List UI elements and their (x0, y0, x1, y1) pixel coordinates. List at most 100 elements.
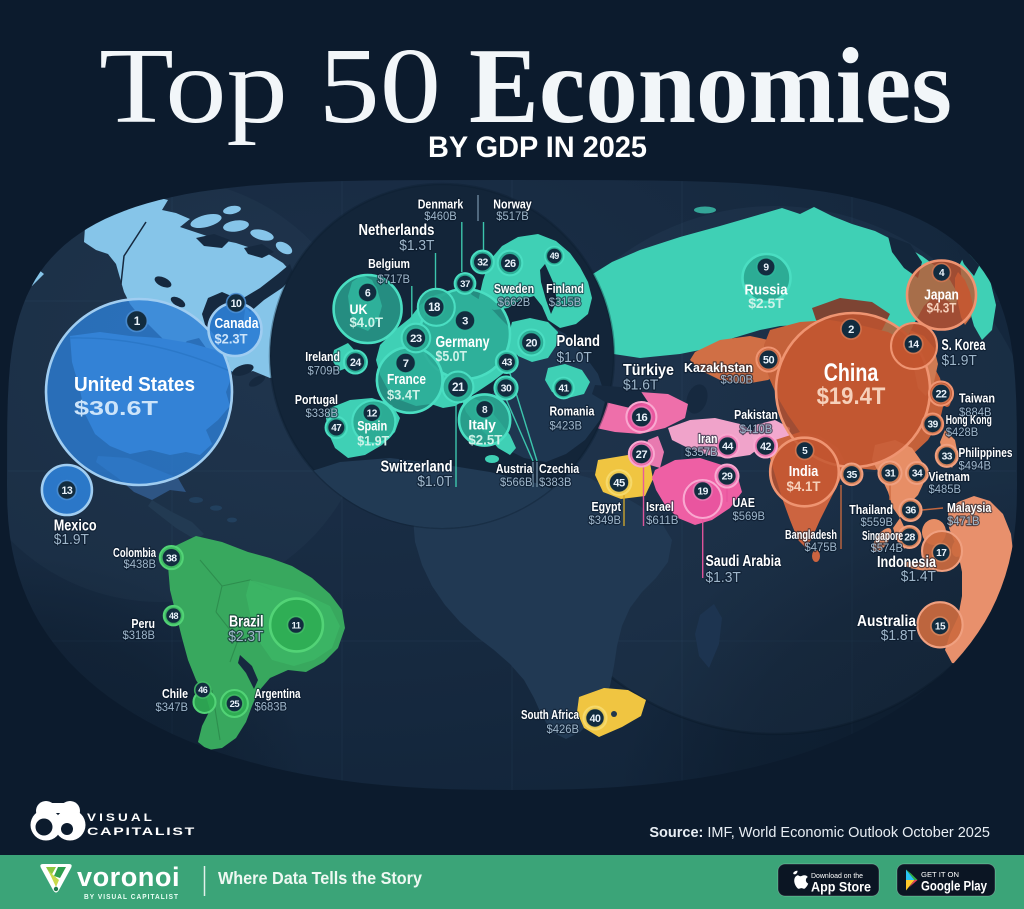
svg-text:Romania: Romania (550, 405, 596, 419)
svg-text:Hong Kong: Hong Kong (946, 413, 992, 427)
svg-text:30: 30 (501, 383, 512, 395)
svg-text:$1.4T: $1.4T (901, 568, 936, 585)
svg-text:41: 41 (558, 384, 569, 395)
svg-text:23: 23 (410, 333, 422, 345)
svg-text:$1.6T: $1.6T (623, 377, 658, 394)
svg-text:$438B: $438B (124, 557, 157, 571)
svg-text:VISUAL: VISUAL (87, 812, 155, 824)
svg-text:Austria: Austria (496, 462, 533, 476)
svg-text:Australia: Australia (857, 613, 916, 630)
svg-text:$383B: $383B (539, 475, 572, 489)
svg-text:App Store: App Store (811, 879, 871, 895)
svg-text:15: 15 (935, 622, 946, 633)
svg-text:Spain: Spain (357, 418, 387, 434)
svg-text:Russia: Russia (745, 282, 789, 299)
svg-text:34: 34 (912, 469, 923, 480)
svg-text:3: 3 (462, 315, 468, 327)
svg-text:$709B: $709B (308, 364, 341, 378)
svg-text:Indonesia: Indonesia (877, 554, 936, 571)
svg-text:Portugal: Portugal (295, 393, 338, 407)
svg-text:$517B: $517B (496, 209, 529, 223)
svg-text:$318B: $318B (123, 628, 156, 642)
svg-text:India: India (789, 463, 819, 480)
svg-text:27: 27 (636, 449, 648, 461)
svg-text:25: 25 (230, 699, 241, 710)
svg-text:49: 49 (550, 251, 560, 261)
svg-text:26: 26 (504, 258, 516, 270)
svg-text:47: 47 (331, 423, 342, 434)
svg-text:Saudi Arabia: Saudi Arabia (706, 553, 782, 570)
svg-text:Colombia: Colombia (113, 546, 157, 560)
svg-text:Vietnam: Vietnam (929, 470, 970, 484)
svg-text:36: 36 (905, 506, 916, 517)
svg-text:10: 10 (231, 298, 242, 310)
svg-text:Philippines: Philippines (959, 446, 1013, 460)
svg-text:United States: United States (74, 373, 195, 396)
svg-text:14: 14 (908, 339, 919, 351)
svg-text:Thailand: Thailand (849, 503, 893, 517)
svg-text:BY GDP IN 2025: BY GDP IN 2025 (428, 131, 647, 164)
svg-text:$569B: $569B (733, 509, 766, 523)
svg-text:29: 29 (722, 471, 733, 483)
svg-text:Poland: Poland (557, 333, 601, 350)
svg-text:UK: UK (350, 301, 368, 317)
svg-text:China: China (824, 359, 879, 387)
svg-text:Japan: Japan (924, 287, 959, 304)
svg-text:Kazakhstan: Kazakhstan (684, 361, 753, 375)
svg-text:Download on the: Download on the (811, 871, 863, 880)
svg-text:$1.3T: $1.3T (399, 237, 434, 254)
svg-text:38: 38 (166, 552, 177, 564)
svg-text:$19.4T: $19.4T (817, 383, 886, 410)
svg-text:$426B: $426B (547, 722, 580, 736)
svg-text:BY VISUAL CAPITALIST: BY VISUAL CAPITALIST (84, 894, 179, 901)
svg-text:24: 24 (350, 357, 361, 369)
svg-text:33: 33 (942, 451, 953, 462)
svg-text:$1.0T: $1.0T (417, 473, 452, 490)
svg-text:7: 7 (403, 358, 409, 370)
svg-text:48: 48 (169, 611, 179, 621)
svg-text:Top 50: Top 50 (99, 27, 441, 146)
svg-text:$423B: $423B (550, 419, 583, 433)
svg-text:Source: IMF, World Economic Ou: Source: IMF, World Economic Outlook Octo… (649, 825, 990, 841)
svg-text:Finland: Finland (546, 282, 584, 296)
svg-text:UAE: UAE (733, 496, 755, 510)
svg-text:19: 19 (697, 486, 708, 497)
svg-text:$884B: $884B (959, 405, 992, 419)
svg-text:Peru: Peru (131, 617, 155, 631)
svg-text:Italy: Italy (468, 417, 496, 433)
svg-text:$347B: $347B (156, 700, 189, 714)
svg-text:$357B: $357B (685, 445, 718, 459)
svg-text:Egypt: Egypt (592, 500, 622, 514)
svg-text:$566B: $566B (500, 475, 533, 489)
svg-text:45: 45 (613, 477, 625, 489)
svg-text:32: 32 (477, 258, 488, 269)
svg-text:Canada: Canada (215, 316, 260, 332)
svg-text:13: 13 (62, 485, 73, 497)
svg-text:$1.9T: $1.9T (942, 352, 977, 369)
svg-text:$471B: $471B (947, 514, 980, 528)
svg-text:Netherlands: Netherlands (359, 222, 435, 239)
svg-text:$460B: $460B (424, 209, 457, 223)
svg-text:$4.3T: $4.3T (927, 300, 957, 316)
svg-text:35: 35 (846, 470, 857, 481)
svg-text:Google Play: Google Play (921, 879, 987, 894)
svg-text:6: 6 (365, 287, 371, 299)
svg-text:Argentina: Argentina (255, 687, 302, 701)
svg-text:42: 42 (760, 441, 771, 453)
svg-text:5: 5 (802, 446, 808, 457)
svg-text:$1.3T: $1.3T (706, 569, 741, 586)
svg-text:$1.9T: $1.9T (357, 433, 389, 449)
svg-text:$2.3T: $2.3T (215, 331, 248, 347)
svg-text:Bangladesh: Bangladesh (785, 528, 837, 542)
svg-text:46: 46 (198, 685, 208, 695)
svg-text:$4.0T: $4.0T (350, 315, 384, 330)
svg-text:$574B: $574B (871, 541, 904, 555)
svg-text:Economies: Economies (469, 27, 952, 146)
svg-text:40: 40 (590, 713, 601, 725)
svg-text:18: 18 (428, 302, 441, 314)
svg-text:Malaysia: Malaysia (947, 501, 992, 515)
svg-text:GET IT ON: GET IT ON (921, 872, 959, 879)
svg-text:50: 50 (763, 354, 775, 366)
svg-text:8: 8 (482, 405, 488, 416)
svg-text:9: 9 (763, 263, 769, 274)
